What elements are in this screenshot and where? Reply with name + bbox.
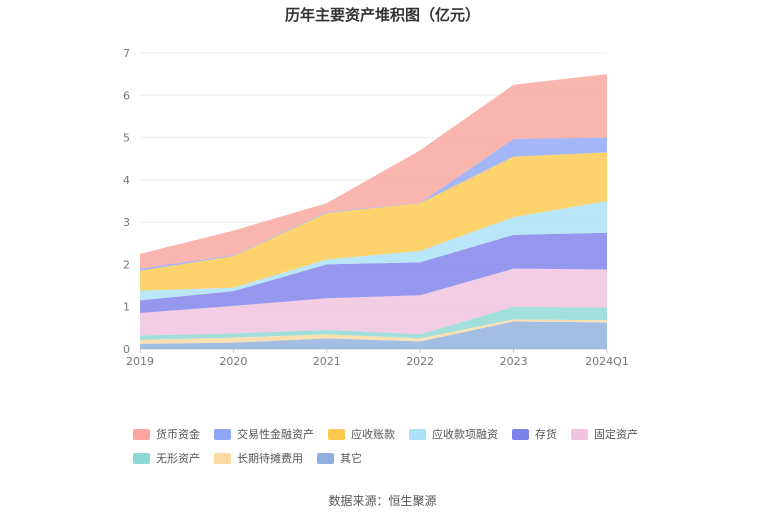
legend-label: 固定资产	[594, 428, 638, 441]
legend-item[interactable]: 长期待摊费用	[214, 450, 303, 466]
x-tick-label: 2021	[313, 355, 341, 368]
legend-swatch	[133, 452, 150, 464]
legend-label: 货币资金	[156, 428, 200, 441]
legend-swatch	[512, 428, 529, 440]
legend-item[interactable]: 应收款项融资	[409, 426, 498, 442]
area-交易性金融资产	[140, 137, 607, 271]
legend-item[interactable]: 固定资产	[571, 426, 638, 442]
x-tick-label: 2020	[219, 355, 247, 368]
legend-swatch	[317, 452, 334, 464]
y-tick-label: 5	[123, 132, 130, 145]
y-tick-label: 7	[123, 47, 130, 60]
stacked-area-chart: 0 1 2 3 4 5 6 7 2019 2020 2021 2022 2023 2024Q1	[123, 47, 629, 368]
legend-label: 长期待摊费用	[237, 452, 303, 465]
legend-item[interactable]: 无形资产	[133, 450, 200, 466]
legend-swatch	[571, 428, 588, 440]
chart-title: 历年主要资产堆积图（亿元）	[284, 6, 480, 24]
x-tick-label: 2022	[406, 355, 434, 368]
legend-item[interactable]: 其它	[317, 450, 362, 466]
legend-label: 应收账款	[351, 428, 395, 441]
area-series	[140, 74, 607, 349]
legend-label: 交易性金融资产	[237, 428, 314, 441]
y-tick-label: 3	[123, 216, 130, 229]
y-tick-label: 1	[123, 301, 130, 314]
x-axis: 2019 2020 2021 2022 2023 2024Q1	[126, 349, 629, 368]
data-source: 数据来源：恒生聚源	[328, 494, 437, 508]
area-无形资产	[140, 306, 607, 340]
legend-item[interactable]: 应收账款	[328, 426, 395, 442]
legend-item[interactable]: 存货	[512, 426, 557, 442]
legend-swatch	[409, 428, 426, 440]
legend-swatch	[328, 428, 345, 440]
legend-swatch	[214, 428, 231, 440]
legend-label: 应收款项融资	[432, 428, 498, 441]
area-应收账款	[140, 152, 607, 291]
area-应收款项融资	[140, 201, 607, 301]
y-axis: 0 1 2 3 4 5 6 7	[123, 47, 130, 356]
legend-item[interactable]: 货币资金	[133, 426, 200, 442]
area-长期待摊费用	[140, 319, 607, 344]
legend-item[interactable]: 交易性金融资产	[214, 426, 314, 442]
y-tick-label: 2	[123, 258, 130, 271]
legend-row-1: 货币资金 交易性金融资产 应收账款 应收款项融资 存货 固定资产	[133, 426, 673, 450]
legend-row-2: 无形资产 长期待摊费用 其它	[133, 450, 673, 474]
y-tick-label: 4	[123, 174, 130, 187]
legend-label: 存货	[535, 428, 557, 441]
area-存货	[140, 232, 607, 314]
area-货币资金	[140, 74, 607, 269]
y-tick-label: 6	[123, 89, 130, 102]
x-tick-label: 2024Q1	[585, 355, 629, 368]
legend-swatch	[214, 452, 231, 464]
legend-swatch	[133, 428, 150, 440]
y-tick-label: 0	[123, 343, 130, 356]
area-其它	[140, 321, 607, 349]
x-tick-label: 2023	[500, 355, 528, 368]
area-固定资产	[140, 268, 607, 336]
legend-label: 无形资产	[156, 452, 200, 465]
chart-legend: 货币资金 交易性金融资产 应收账款 应收款项融资 存货 固定资产 无形资产 长期待摊费用 其它	[133, 426, 673, 474]
legend-label: 其它	[340, 452, 362, 465]
x-tick-label: 2019	[126, 355, 154, 368]
